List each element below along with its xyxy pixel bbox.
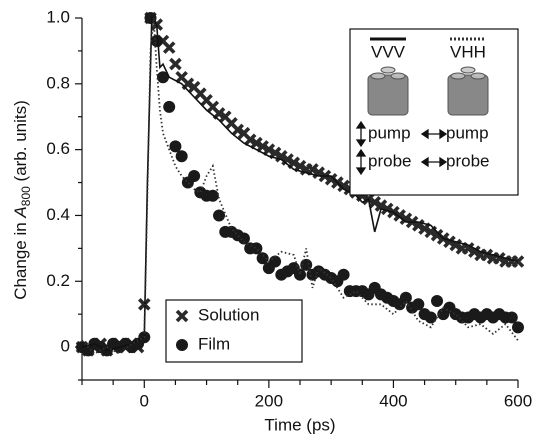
- film-point: [237, 232, 250, 245]
- film-point: [213, 209, 226, 222]
- legend-label: Solution: [198, 305, 259, 324]
- solution-point: [250, 136, 263, 150]
- inset-label: probe: [368, 151, 411, 170]
- film-point: [505, 311, 518, 324]
- y-tick-label: 0: [61, 337, 70, 356]
- film-point: [206, 189, 219, 202]
- solution-point: [511, 255, 525, 268]
- solution-point: [262, 143, 276, 156]
- polarization-arrows: [355, 120, 448, 176]
- film-point: [294, 268, 306, 281]
- film-point: [424, 311, 437, 324]
- y-tick-label: 0.4: [46, 205, 70, 224]
- solution-point: [275, 149, 288, 163]
- film-point: [150, 35, 163, 48]
- film-point: [250, 242, 263, 255]
- x-tick-label: 200: [255, 391, 283, 410]
- legend-marker: [176, 339, 188, 351]
- film-point: [412, 298, 425, 311]
- legend-label: Film: [198, 334, 230, 353]
- solution-point: [468, 245, 481, 258]
- x-tick-label: 400: [379, 391, 407, 410]
- inset-label: pump: [368, 123, 411, 142]
- series-line: [81, 17, 519, 355]
- y-tick-label: 0.8: [46, 73, 70, 92]
- film-point: [512, 321, 524, 334]
- y-tick-label: 0.2: [46, 271, 70, 290]
- film-point: [175, 150, 188, 163]
- solution-point: [169, 57, 182, 71]
- film-point: [169, 140, 182, 153]
- solution-point: [243, 133, 257, 147]
- y-label-text: Change in: [11, 218, 30, 300]
- y-tick-label: 0.6: [46, 139, 70, 158]
- y-label-subscript: 800: [19, 186, 33, 206]
- film-point: [156, 71, 169, 84]
- inset-label: probe: [446, 151, 489, 170]
- solution-point: [281, 153, 294, 166]
- solution-point: [231, 123, 244, 137]
- inset: pump probe pump probe VVV VHH: [349, 28, 519, 196]
- y-axis-label: Change in A800 (arb. units): [11, 100, 33, 300]
- x-axis-label: Time (ps): [264, 415, 335, 434]
- film-point: [399, 291, 412, 304]
- solution-point: [374, 199, 388, 212]
- film-point: [188, 169, 201, 182]
- x-tick-label: 600: [504, 391, 532, 410]
- solution-point: [337, 179, 350, 193]
- film-point: [163, 100, 176, 113]
- y-label-symbol: A: [11, 206, 30, 218]
- y-label-text: (arb. units): [11, 100, 30, 186]
- film-point: [431, 295, 444, 308]
- y-tick-label: 1.0: [46, 7, 70, 26]
- solution-point: [368, 196, 382, 209]
- inset-label: pump: [446, 123, 489, 142]
- solution-point: [430, 228, 444, 242]
- inset-legend-label: VHH: [450, 42, 486, 61]
- film-point: [337, 268, 350, 281]
- legend-marker: [175, 309, 189, 323]
- cylinder-icon: [367, 66, 489, 116]
- solution-point: [256, 140, 269, 153]
- solution-point: [162, 41, 176, 54]
- x-tick-label: 0: [140, 391, 149, 410]
- inset-legend-label: VVV: [371, 42, 406, 61]
- legend-frame: [165, 299, 303, 363]
- solution-point: [480, 248, 494, 262]
- film-point: [256, 252, 269, 265]
